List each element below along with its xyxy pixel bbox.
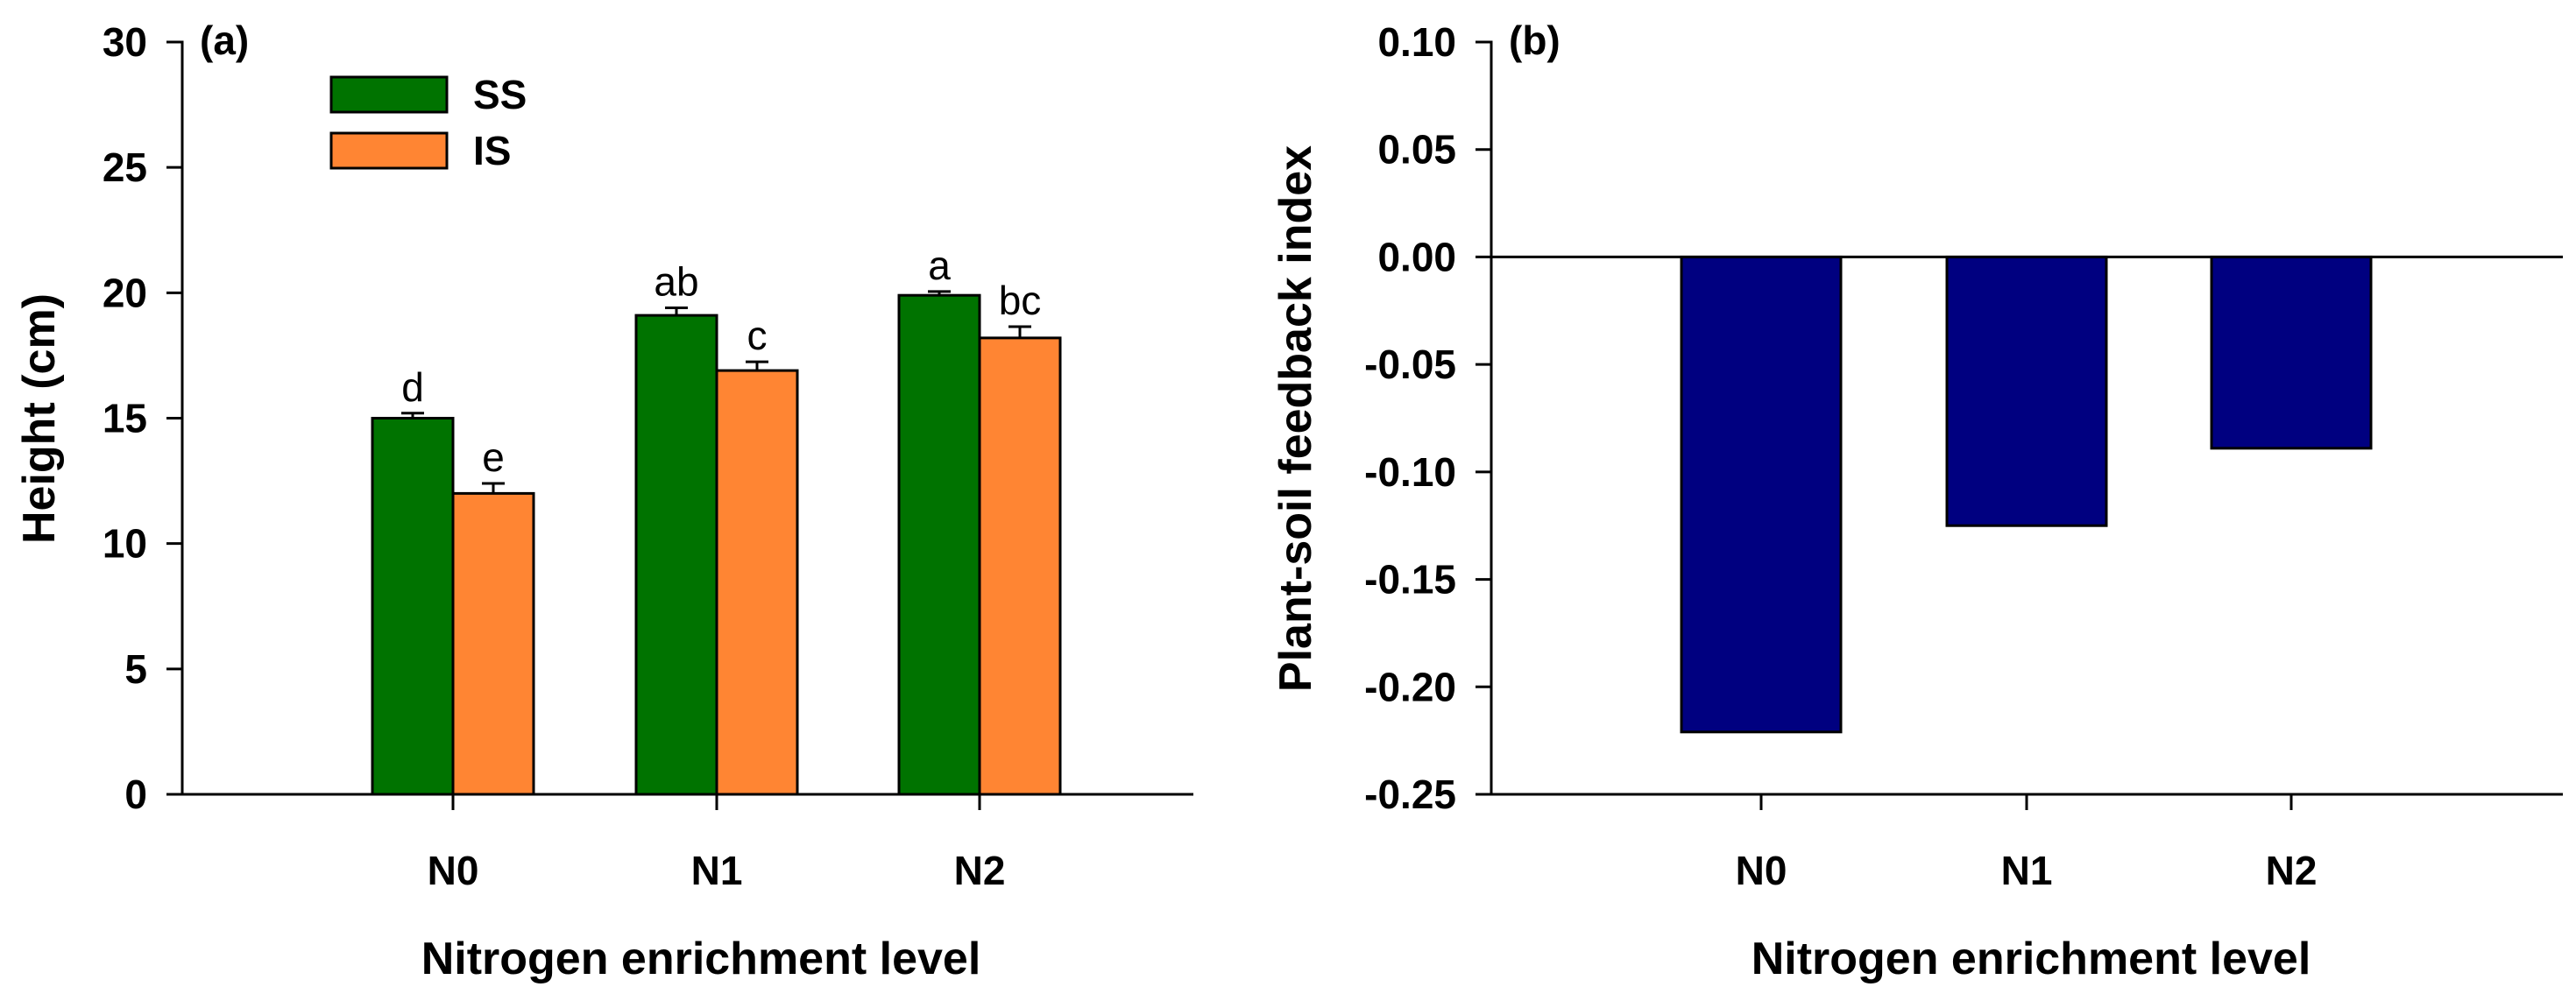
y-tick-label: 0 bbox=[124, 772, 147, 817]
y-tick-label: -0.05 bbox=[1364, 342, 1456, 387]
y-tick-label: 5 bbox=[124, 646, 147, 692]
x-tick-label: N0 bbox=[1736, 848, 1787, 893]
y-tick-label: 20 bbox=[103, 270, 147, 315]
panel-b-feedback-chart: -0.25 -0.20 -0.15 -0.10 -0.05 0.00 0.05 0.10 N0… bbox=[1270, 18, 2563, 984]
bar-feedback-n2 bbox=[2210, 255, 2373, 450]
y-tick-label: -0.15 bbox=[1364, 557, 1456, 603]
legend-label-ss: SS bbox=[473, 72, 527, 117]
panel-a-y-axis-label: Height (cm) bbox=[14, 293, 65, 544]
significance-label: e bbox=[482, 434, 505, 480]
y-tick-label: 30 bbox=[103, 19, 147, 65]
bar-is-n1 bbox=[715, 369, 799, 796]
y-tick-label: 0.10 bbox=[1377, 19, 1456, 65]
panel-a-x-ticks: N0 N1 N2 bbox=[428, 794, 1006, 893]
y-tick-label: -0.25 bbox=[1364, 772, 1456, 817]
y-tick-label: 10 bbox=[103, 521, 147, 567]
x-tick-label: N1 bbox=[691, 848, 743, 893]
y-tick-label: 0.00 bbox=[1377, 234, 1456, 279]
bar-feedback-n0 bbox=[1680, 255, 1843, 734]
bar-is-n0 bbox=[451, 491, 535, 796]
bar-is-n2 bbox=[978, 336, 1062, 796]
significance-label: d bbox=[401, 364, 424, 410]
panel-a-legend: SS IS bbox=[329, 72, 527, 173]
panel-b-x-axis-label: Nitrogen enrichment level bbox=[1752, 934, 2311, 984]
y-tick-label: -0.10 bbox=[1364, 449, 1456, 495]
x-tick-label: N2 bbox=[954, 848, 1006, 893]
legend-swatch-is bbox=[329, 131, 449, 170]
panel-a-y-ticks: 0 5 10 15 20 25 30 bbox=[103, 19, 182, 817]
legend-label-is: IS bbox=[473, 128, 511, 173]
significance-label: a bbox=[928, 243, 951, 288]
y-tick-label: 15 bbox=[103, 396, 147, 441]
bar-ss-n1 bbox=[634, 314, 718, 796]
significance-label: ab bbox=[654, 259, 698, 305]
significance-label: c bbox=[747, 313, 768, 358]
bar-ss-n2 bbox=[897, 293, 981, 796]
panel-b-y-ticks: -0.25 -0.20 -0.15 -0.10 -0.05 0.00 0.05 0.10 bbox=[1364, 19, 1491, 817]
bar-ss-n0 bbox=[371, 417, 455, 796]
panel-a-label: (a) bbox=[200, 18, 249, 63]
significance-label: bc bbox=[999, 278, 1042, 323]
x-tick-label: N0 bbox=[428, 848, 479, 893]
panel-b-label: (b) bbox=[1509, 18, 1560, 63]
panel-b-x-ticks: N0 N1 N2 bbox=[1736, 794, 2318, 893]
panel-a-x-axis-label: Nitrogen enrichment level bbox=[421, 934, 981, 984]
x-tick-label: N1 bbox=[2001, 848, 2053, 893]
legend-swatch-ss bbox=[329, 75, 449, 114]
y-tick-label: -0.20 bbox=[1364, 664, 1456, 709]
y-tick-label: 25 bbox=[103, 145, 147, 190]
bar-feedback-n1 bbox=[1945, 255, 2108, 527]
panel-b-bars bbox=[1680, 255, 2373, 734]
panel-b-y-axis-label: Plant-soil feedback index bbox=[1270, 145, 1321, 692]
x-tick-label: N2 bbox=[2266, 848, 2318, 893]
y-tick-label: 0.05 bbox=[1377, 127, 1456, 173]
